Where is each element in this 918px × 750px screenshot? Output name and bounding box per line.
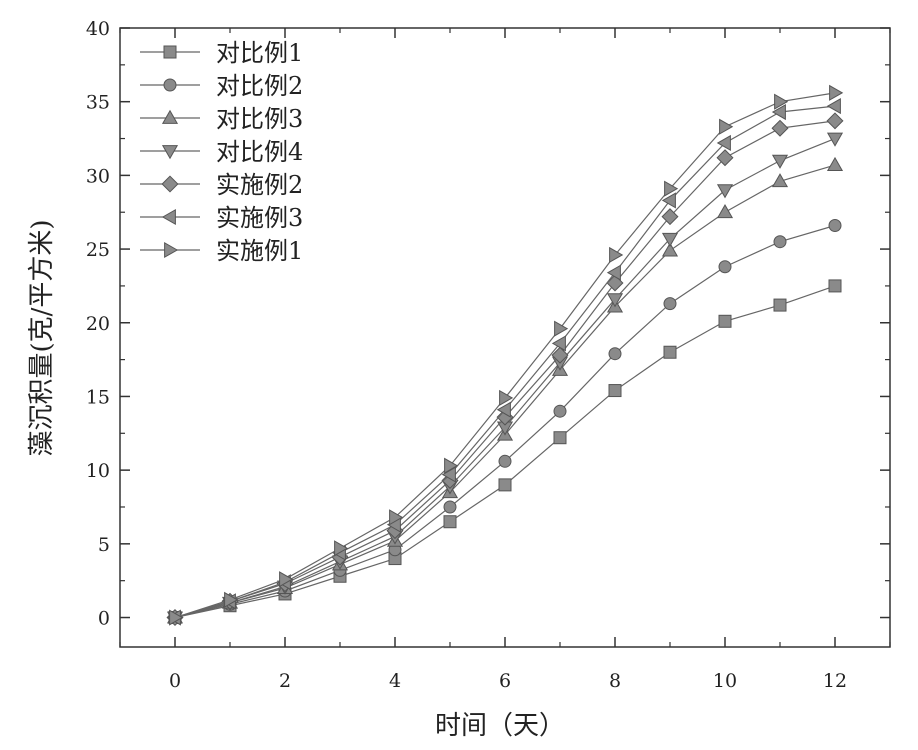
- legend-marker: [165, 243, 178, 257]
- data-point: [829, 280, 841, 292]
- data-point: [828, 133, 842, 146]
- legend-marker: [164, 79, 176, 91]
- data-point: [830, 86, 843, 100]
- data-point: [499, 479, 511, 491]
- data-point: [774, 236, 786, 248]
- legend-label: 实施例2: [216, 171, 303, 199]
- legend-marker: [163, 146, 177, 159]
- data-point: [774, 299, 786, 311]
- data-point: [828, 158, 842, 171]
- legend-item: 实施例1: [140, 237, 303, 265]
- legend-label: 对比例3: [216, 105, 303, 133]
- legend-item: 对比例3: [140, 105, 303, 133]
- data-point: [554, 432, 566, 444]
- legend-label: 对比例2: [216, 72, 303, 100]
- data-point: [664, 298, 676, 310]
- x-tick-label: 0: [169, 670, 181, 692]
- series-line: [175, 165, 835, 617]
- data-point: [718, 185, 732, 198]
- series-layer: [167, 86, 843, 626]
- data-point: [719, 315, 731, 327]
- legend-label: 实施例1: [216, 237, 303, 265]
- y-axis-title: 藻沉积量(克/平方米): [27, 219, 57, 456]
- data-point: [720, 120, 733, 134]
- legend-item: 实施例2: [140, 171, 303, 199]
- data-point: [828, 99, 841, 113]
- data-point: [827, 113, 843, 129]
- data-point: [444, 516, 456, 528]
- y-tick-label: 20: [86, 313, 110, 335]
- data-point: [554, 405, 566, 417]
- y-tick-label: 10: [86, 460, 110, 482]
- data-point: [555, 321, 568, 335]
- data-point: [772, 120, 788, 136]
- series-line: [175, 286, 835, 618]
- legend-item: 实施例3: [140, 204, 303, 232]
- legend-marker: [162, 176, 178, 192]
- data-point: [609, 348, 621, 360]
- legend-label: 实施例3: [216, 204, 303, 232]
- x-tick-label: 8: [609, 670, 621, 692]
- legend-item: 对比例2: [140, 72, 303, 100]
- data-point: [829, 219, 841, 231]
- legend-label: 对比例1: [216, 39, 303, 67]
- data-point: [664, 346, 676, 358]
- data-point: [773, 155, 787, 168]
- x-axis-title: 时间（天）: [435, 711, 565, 741]
- legend-label: 对比例4: [216, 138, 303, 166]
- x-tick-label: 10: [713, 670, 737, 692]
- series-7: [170, 86, 843, 625]
- series-1: [169, 280, 841, 624]
- legend-item: 对比例1: [140, 39, 303, 67]
- y-tick-label: 30: [86, 165, 110, 187]
- x-tick-label: 6: [499, 670, 511, 692]
- data-point: [719, 261, 731, 273]
- legend-marker: [163, 210, 176, 224]
- data-point: [499, 455, 511, 467]
- y-tick-label: 15: [86, 386, 110, 408]
- y-tick-label: 40: [86, 18, 110, 40]
- data-point: [610, 248, 623, 262]
- axis-ticks: 0 5 10 15 20 25 30 35 40 0 2 4 6 8 10 12: [86, 18, 890, 692]
- y-tick-label: 0: [98, 608, 110, 630]
- x-tick-label: 2: [279, 670, 291, 692]
- y-tick-label: 35: [86, 92, 110, 114]
- legend: 对比例1 对比例2 对比例3 对比例4 实施例2 实施例3 实施例1: [140, 39, 303, 265]
- y-tick-label: 5: [98, 534, 110, 556]
- legend-marker: [163, 111, 177, 124]
- data-point: [718, 205, 732, 218]
- x-tick-label: 4: [389, 670, 401, 692]
- data-point: [609, 385, 621, 397]
- x-tick-label: 12: [823, 670, 847, 692]
- legend-marker: [164, 46, 176, 58]
- y-tick-label: 25: [86, 239, 110, 261]
- legend-item: 对比例4: [140, 138, 303, 166]
- data-point: [444, 501, 456, 513]
